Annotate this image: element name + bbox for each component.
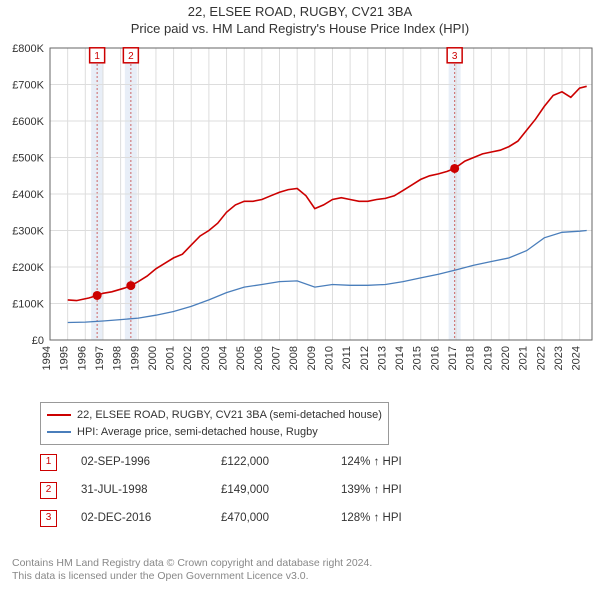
transaction-hpi: 128% ↑ HPI (341, 512, 402, 524)
transaction-price: £149,000 (221, 484, 341, 496)
transaction-date: 31-JUL-1998 (81, 484, 221, 496)
transaction-row: 1 02-SEP-1996£122,000124% ↑ HPI (40, 448, 402, 476)
y-tick-label: £800K (12, 43, 44, 55)
x-tick-label: 2019 (482, 346, 494, 370)
x-tick-label: 2018 (465, 346, 477, 370)
legend-label: HPI: Average price, semi-detached house,… (77, 424, 318, 441)
x-tick-label: 2012 (359, 346, 371, 370)
x-tick-label: 2001 (165, 346, 177, 370)
transaction-hpi: 124% ↑ HPI (341, 456, 402, 468)
legend-row: 22, ELSEE ROAD, RUGBY, CV21 3BA (semi-de… (47, 407, 382, 424)
transaction-date: 02-SEP-1996 (81, 456, 221, 468)
y-tick-label: £300K (12, 226, 44, 238)
x-tick-label: 1996 (76, 346, 88, 370)
x-tick-label: 1994 (41, 346, 53, 370)
x-tick-label: 1997 (94, 346, 106, 370)
legend: 22, ELSEE ROAD, RUGBY, CV21 3BA (semi-de… (40, 402, 389, 445)
x-tick-label: 2022 (535, 346, 547, 370)
x-tick-label: 2008 (288, 346, 300, 370)
y-tick-label: £700K (12, 80, 44, 92)
footer-line2: This data is licensed under the Open Gov… (12, 570, 372, 584)
x-tick-label: 2007 (271, 346, 283, 370)
marker-dot (93, 291, 102, 300)
transaction-marker: 1 (40, 454, 57, 471)
x-tick-label: 2015 (412, 346, 424, 370)
transaction-row: 3 02-DEC-2016£470,000128% ↑ HPI (40, 504, 402, 532)
x-tick-label: 2023 (553, 346, 565, 370)
transaction-date: 02-DEC-2016 (81, 512, 221, 524)
marker-num: 1 (94, 51, 100, 62)
x-tick-label: 1995 (59, 346, 71, 370)
legend-label: 22, ELSEE ROAD, RUGBY, CV21 3BA (semi-de… (77, 407, 382, 424)
chart-svg: £0 £100K £200K £300K £400K £500K £600K £700K £80… (0, 40, 600, 395)
y-tick-label: £200K (12, 262, 44, 274)
x-tick-label: 2014 (394, 346, 406, 370)
x-tick-label: 2010 (323, 346, 335, 370)
footer-line1: Contains HM Land Registry data © Crown c… (12, 557, 372, 571)
title-line1: 22, ELSEE ROAD, RUGBY, CV21 3BA (0, 4, 600, 21)
x-tick-label: 2024 (571, 346, 583, 370)
marker-num: 3 (452, 51, 458, 62)
transaction-row: 2 31-JUL-1998£149,000139% ↑ HPI (40, 476, 402, 504)
chart-title: 22, ELSEE ROAD, RUGBY, CV21 3BA Price pa… (0, 0, 600, 38)
marker-num: 2 (128, 51, 134, 62)
y-tick-label: £500K (12, 153, 44, 165)
x-tick-label: 2017 (447, 346, 459, 370)
x-tick-label: 2011 (341, 346, 353, 370)
transaction-price: £122,000 (221, 456, 341, 468)
marker-dot (126, 281, 135, 290)
chart-area: £0 £100K £200K £300K £400K £500K £600K £700K £80… (0, 40, 600, 395)
legend-swatch (47, 414, 71, 416)
y-tick-label: £600K (12, 116, 44, 128)
x-tick-label: 2009 (306, 346, 318, 370)
transaction-price: £470,000 (221, 512, 341, 524)
legend-swatch (47, 431, 71, 433)
y-tick-label: £100K (12, 299, 44, 311)
x-tick-label: 2004 (218, 346, 230, 370)
x-tick-label: 2003 (200, 346, 212, 370)
y-tick-label: £0 (32, 335, 44, 347)
x-tick-label: 2021 (518, 346, 530, 370)
transactions-table: 1 02-SEP-1996£122,000124% ↑ HPI 2 31-JUL-19… (40, 448, 402, 532)
x-tick-label: 2013 (376, 346, 388, 370)
marker-dot (450, 164, 459, 173)
x-tick-label: 2016 (429, 346, 441, 370)
x-tick-label: 2000 (147, 346, 159, 370)
transaction-hpi: 139% ↑ HPI (341, 484, 402, 496)
x-tick-label: 1998 (112, 346, 124, 370)
transaction-marker: 3 (40, 510, 57, 527)
footer-attribution: Contains HM Land Registry data © Crown c… (12, 557, 372, 584)
transaction-marker: 2 (40, 482, 57, 499)
legend-row: HPI: Average price, semi-detached house,… (47, 424, 382, 441)
x-tick-label: 2020 (500, 346, 512, 370)
x-tick-label: 2006 (253, 346, 265, 370)
x-tick-label: 2002 (182, 346, 194, 370)
y-tick-label: £400K (12, 189, 44, 201)
title-line2: Price paid vs. HM Land Registry's House … (0, 21, 600, 38)
x-tick-label: 2005 (235, 346, 247, 370)
x-tick-label: 1999 (129, 346, 141, 370)
